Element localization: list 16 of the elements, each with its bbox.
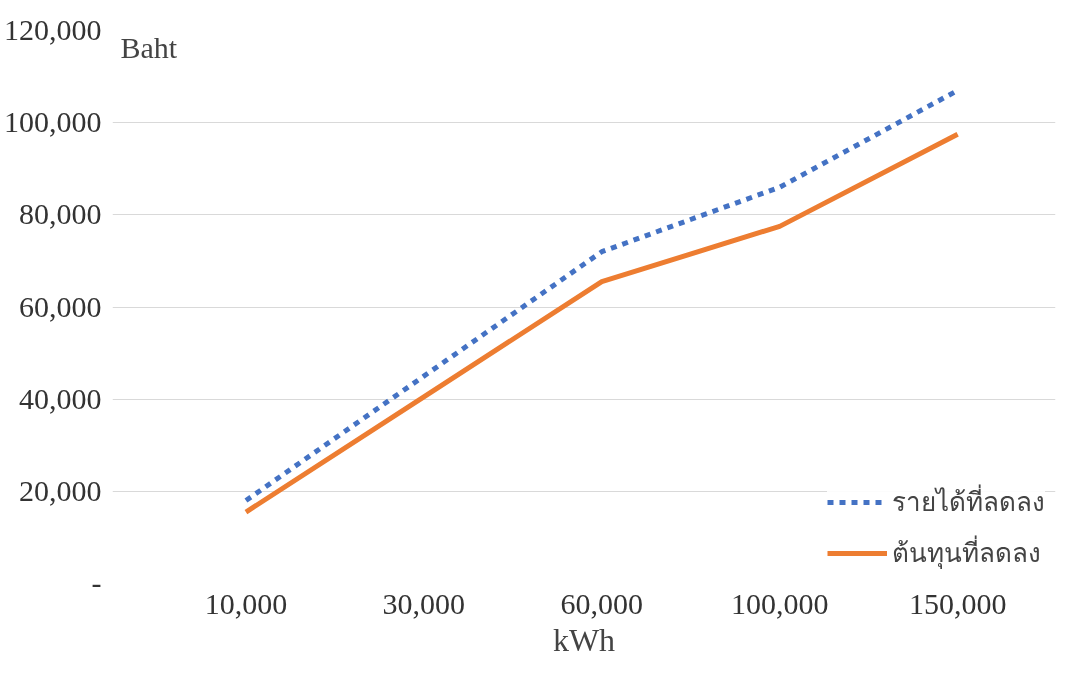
y-tick-label: 20,000	[19, 473, 102, 507]
x-tick-label: 60,000	[560, 586, 644, 620]
y-tick-label: 120,000	[4, 13, 102, 46]
x-axis-title: kWh	[552, 621, 616, 658]
y-tick-label: 100,000	[4, 105, 102, 139]
legend-label: ต้นทุนที่ลดลง	[892, 534, 1041, 571]
y-tick-label: -	[91, 566, 102, 599]
legend-label: รายได้ที่ลดลง	[892, 483, 1045, 519]
y-tick-label: 40,000	[19, 381, 102, 415]
x-tick-label: 150,000	[908, 586, 1007, 620]
x-tick-label: 100,000	[730, 586, 829, 620]
y-axis-title: Baht	[120, 30, 178, 64]
x-tick-label: 10,000	[204, 586, 288, 620]
y-tick-label: 60,000	[19, 289, 102, 323]
x-tick-label: 30,000	[382, 586, 466, 620]
y-tick-label: 80,000	[19, 197, 102, 231]
